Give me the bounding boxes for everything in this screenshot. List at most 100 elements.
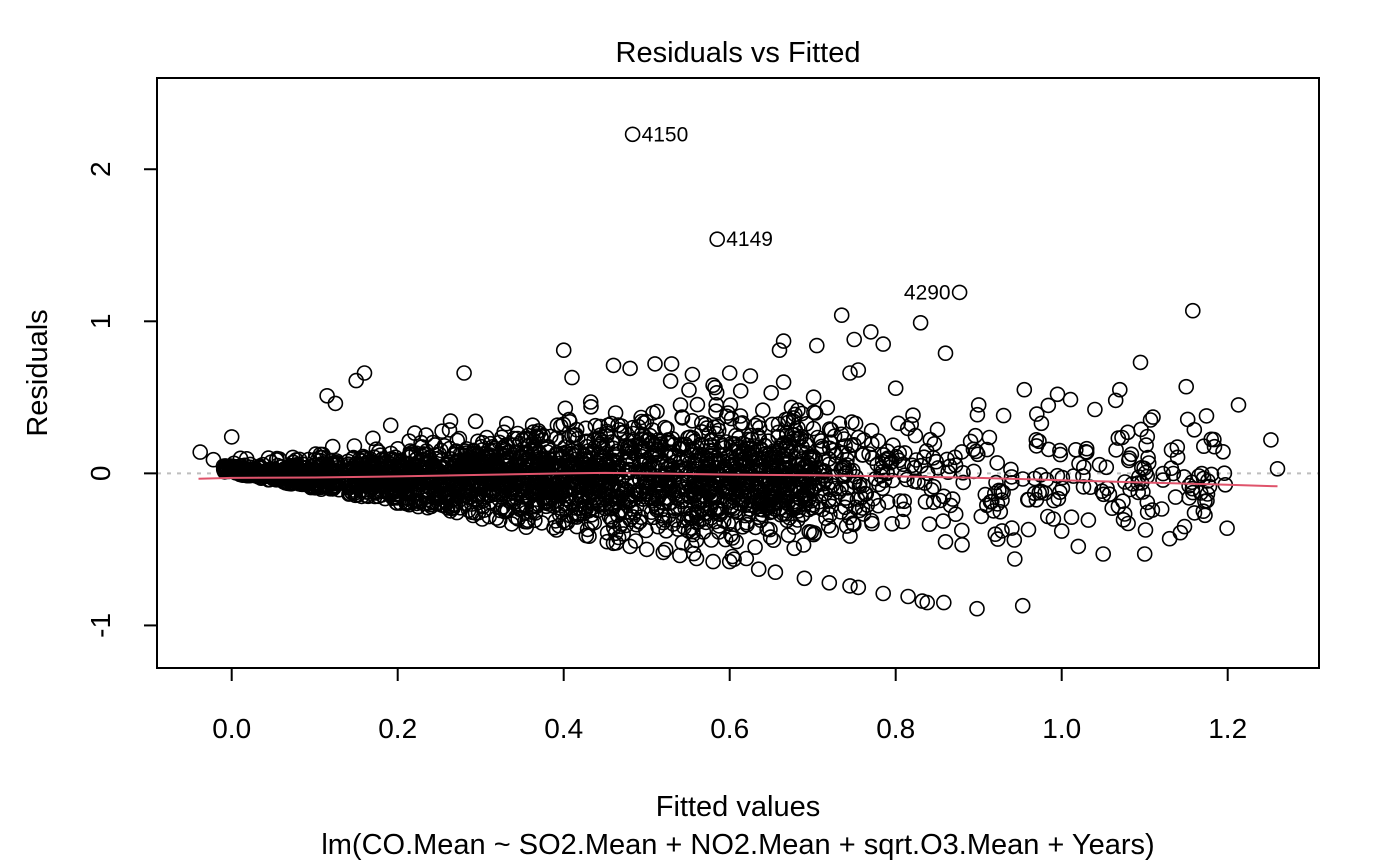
data-point — [747, 465, 764, 481]
data-point — [634, 448, 651, 465]
data-point — [594, 476, 610, 493]
data-point — [922, 431, 939, 448]
data-point — [1070, 538, 1087, 555]
data-point — [755, 495, 771, 512]
data-point — [969, 446, 986, 463]
data-point — [694, 493, 711, 510]
data-point — [750, 427, 767, 444]
y-axis: -1 0 1 2 — [85, 161, 158, 638]
data-point — [661, 479, 678, 496]
y-tick-label: -1 — [85, 613, 116, 638]
data-point — [737, 507, 754, 524]
data-point — [503, 516, 520, 532]
data-point — [1155, 472, 1171, 488]
data-point — [583, 398, 599, 415]
data-point — [818, 510, 834, 527]
data-point — [703, 447, 720, 464]
data-point — [840, 446, 856, 462]
data-point — [603, 481, 620, 498]
point-label-4150: 4150 — [642, 123, 689, 146]
data-point — [940, 464, 956, 481]
data-point — [555, 416, 572, 433]
data-point — [527, 505, 544, 521]
data-point — [460, 502, 477, 519]
data-point — [1110, 498, 1127, 515]
data-point — [951, 284, 968, 301]
data-point — [914, 593, 931, 609]
data-point — [871, 476, 887, 493]
data-point — [970, 397, 987, 413]
data-point — [831, 484, 847, 500]
x-tick-label: 0.0 — [212, 713, 251, 744]
data-point — [656, 419, 673, 436]
data-point — [1003, 469, 1020, 485]
data-point — [1062, 391, 1079, 408]
data-point — [261, 466, 277, 482]
data-point — [917, 493, 934, 510]
data-point — [821, 481, 838, 498]
data-point — [561, 413, 578, 430]
data-point — [509, 425, 526, 442]
data-point — [1068, 441, 1084, 458]
data-point — [745, 438, 762, 454]
data-point — [864, 515, 880, 532]
data-point — [420, 495, 437, 511]
data-point — [821, 574, 838, 591]
data-point — [1203, 466, 1220, 483]
data-point — [449, 504, 465, 521]
x-tick-label: 1.2 — [1208, 713, 1247, 744]
data-point — [808, 337, 825, 354]
data-point — [443, 500, 460, 517]
data-point — [719, 462, 736, 479]
data-point — [340, 458, 357, 474]
data-point — [327, 473, 344, 490]
data-point — [1219, 520, 1235, 537]
data-point — [324, 438, 341, 455]
data-point — [577, 420, 594, 437]
data-point — [434, 423, 450, 440]
data-point — [703, 481, 720, 498]
data-point — [797, 495, 814, 512]
data-point — [647, 356, 663, 372]
data-point — [702, 464, 718, 481]
data-point — [530, 423, 547, 439]
data-point — [930, 460, 947, 476]
data-point — [1049, 386, 1066, 403]
data-point — [766, 470, 783, 487]
data-point — [863, 435, 880, 452]
data-point — [955, 464, 971, 481]
data-point — [576, 447, 592, 463]
data-point — [732, 383, 749, 399]
data-point — [916, 449, 932, 466]
data-point — [842, 365, 858, 381]
data-point — [1045, 511, 1062, 527]
data-point — [862, 324, 879, 340]
data-point — [708, 425, 725, 442]
data-point — [935, 488, 952, 505]
data-point — [658, 522, 675, 539]
data-point — [895, 501, 912, 518]
data-point — [625, 431, 641, 448]
data-point — [467, 413, 484, 430]
data-point — [1144, 502, 1161, 518]
data-point — [805, 526, 822, 543]
data-point — [823, 434, 839, 451]
data-point — [875, 585, 892, 602]
data-point — [742, 447, 759, 464]
data-point — [460, 489, 477, 506]
data-point — [519, 464, 536, 481]
data-point — [666, 503, 683, 519]
data-point — [1031, 484, 1047, 501]
data-point — [540, 482, 557, 499]
data-point — [569, 463, 585, 480]
data-point — [1107, 392, 1124, 409]
data-point — [607, 405, 624, 421]
data-point — [725, 500, 742, 517]
data-point — [578, 501, 595, 517]
data-point — [711, 518, 727, 534]
data-point — [508, 463, 525, 480]
data-point — [833, 307, 850, 324]
data-point — [764, 416, 781, 433]
data-point — [904, 457, 920, 474]
data-point — [525, 486, 541, 503]
